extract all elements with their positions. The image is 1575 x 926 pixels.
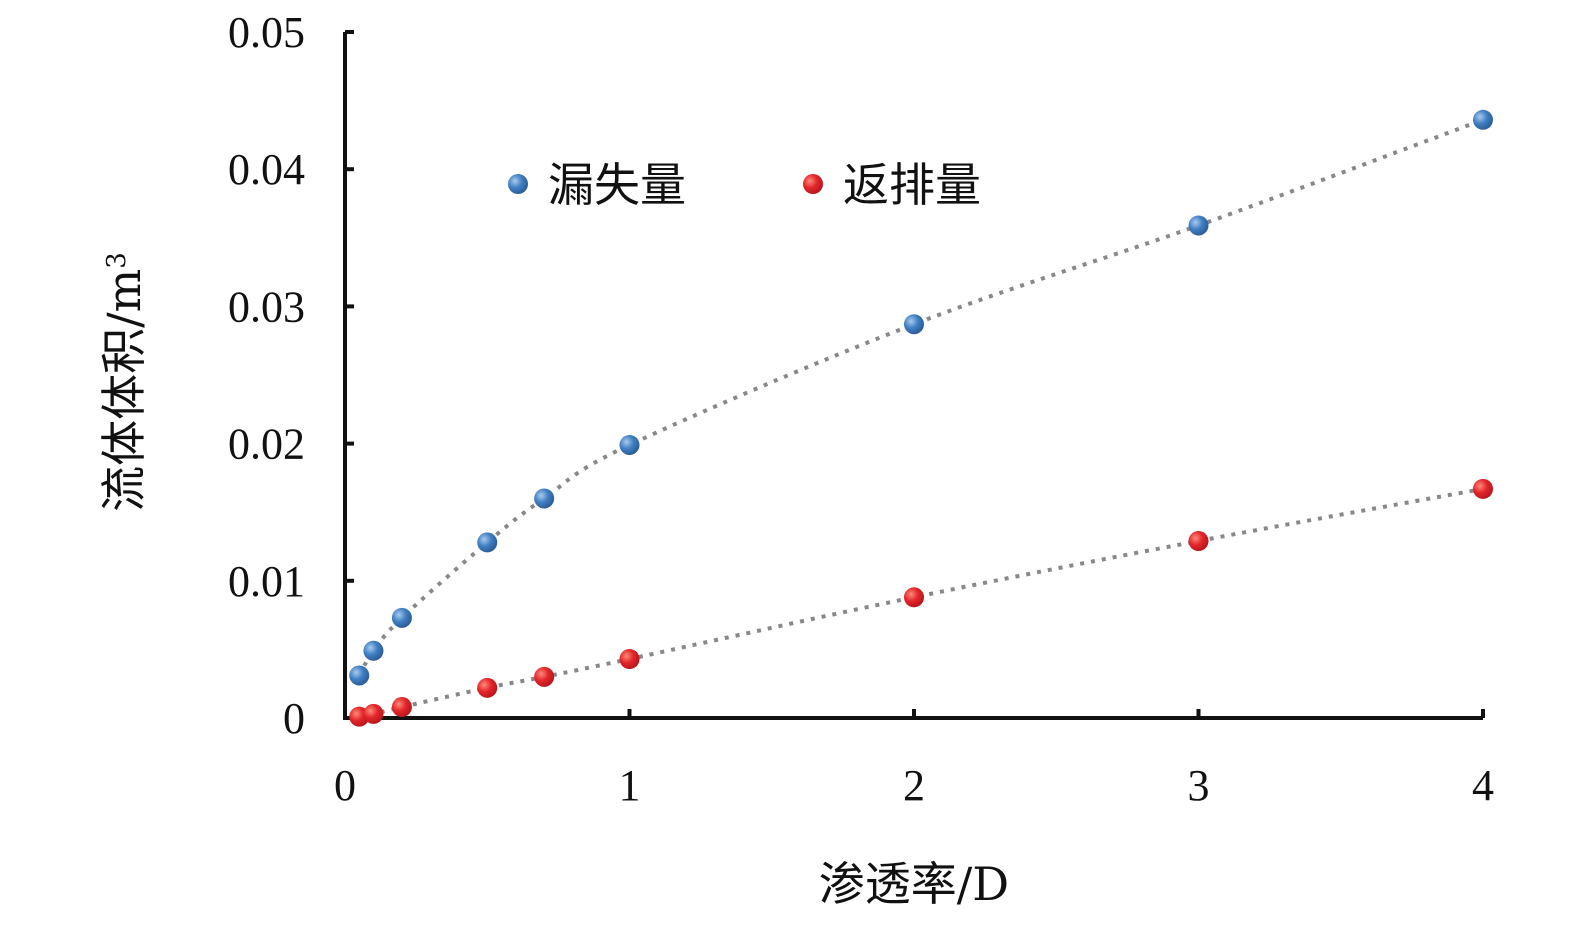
x-tick-label: 1 [619,761,641,810]
ticks: 0 1 2 3 4 0 0.01 0.02 0.03 0.04 0.05 [228,8,1494,810]
legend: 漏失量 返排量 [508,158,981,212]
y-tick-label: 0.04 [228,145,305,194]
legend-marker [803,174,823,194]
data-point-series-1 [904,587,924,608]
trendline-series-1 [358,486,1484,719]
data-point-series-0 [1473,109,1493,130]
y-tick-label: 0.02 [228,420,305,469]
legend-label: 漏失量 [548,158,686,212]
data-point-series-1 [534,666,555,687]
data-point-series-1 [477,677,498,698]
y-tick-label: 0.05 [228,8,305,57]
data-point-series-1 [391,697,412,718]
axes [343,32,1483,720]
x-axis-title: 渗透率/D [819,857,1009,911]
y-axis-title: 流体体积/m3 [97,252,151,512]
data-point-series-1 [1188,531,1209,552]
y-axis-title-superscript: 3 [102,252,132,269]
legend-label: 返排量 [843,158,981,212]
x-tick-label: 4 [1472,761,1494,810]
data-point-series-0 [904,314,924,335]
data-point-series-0 [391,607,412,628]
x-tick-label: 0 [334,761,356,810]
data-point-series-0 [619,434,640,455]
data-point-series-1 [619,649,640,670]
data-point-series-0 [477,532,498,553]
data-points [349,109,1493,727]
legend-marker [508,174,528,194]
data-point-series-0 [349,665,370,686]
x-tick-label: 3 [1188,761,1210,810]
data-point-series-0 [534,488,555,509]
y-tick-label: 0 [283,694,305,743]
y-tick-label: 0.01 [228,557,305,606]
x-tick-label: 2 [903,761,925,810]
data-point-series-1 [1473,478,1493,499]
y-tick-label: 0.03 [228,282,305,331]
y-axis-title-main: 流体体积/m [97,269,151,512]
data-point-series-1 [363,703,384,724]
data-point-series-0 [363,640,384,661]
data-point-series-0 [1188,215,1209,236]
